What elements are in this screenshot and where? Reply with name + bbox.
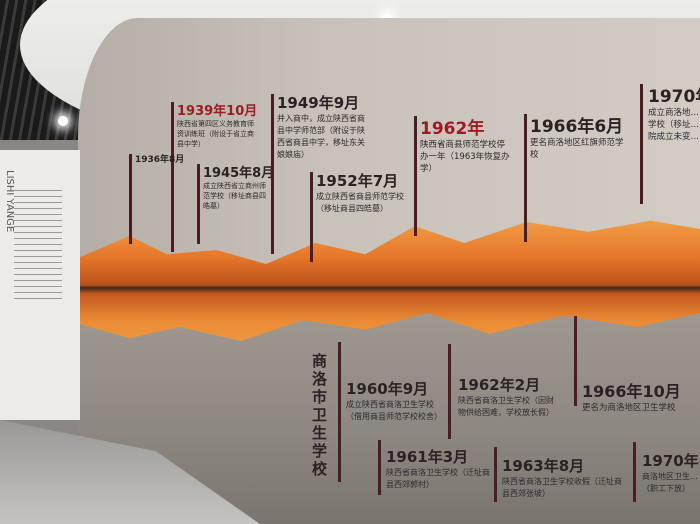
timeline-bar xyxy=(338,342,341,482)
timeline-entry: 1970年 成立商洛地…学校（移址…院成立未变… xyxy=(648,82,700,143)
school-title: 商洛市卫生学校 xyxy=(312,352,328,478)
entry-desc: 成立商洛地…学校（移址…院成立未变… xyxy=(648,108,700,142)
entry-year: 1945年8月 xyxy=(203,166,275,181)
timeline-entry: 1945年8月 成立陕西省立商州师范学校（移址商县四皓墓） xyxy=(197,162,275,244)
timeline-entry: 1963年8月 陕西省商洛卫生学校收假（迁址商县西郊张坡） xyxy=(494,447,622,502)
entry-desc: 陕西省第四区义务教育师资训练班（附设于省立商县中学） xyxy=(177,120,254,148)
timeline-entry: 1962年 陕西省商县师范学校停办一年（1963年恢复办学） xyxy=(414,114,512,236)
entry-desc: 商洛地区卫生…（职工下放） xyxy=(642,472,698,493)
timeline-bar xyxy=(640,84,643,204)
entry-year: 1936年8月 xyxy=(135,155,185,165)
entry-year: 1962年 xyxy=(420,119,485,139)
side-panel-title: LISHI YANGE xyxy=(4,170,15,233)
entry-desc: 成立陕西省商洛卫生学校（借用商县师范学校校舍） xyxy=(346,400,442,421)
entry-year: 1966年6月 xyxy=(530,117,624,137)
timeline-entry: 1966年10月 更名为商洛地区卫生学校 xyxy=(574,316,700,414)
entry-year: 1961年3月 xyxy=(386,448,469,466)
entry-year: 1962年2月 xyxy=(458,376,541,394)
entry-desc: 更名商洛地区红旗师范学校 xyxy=(530,138,624,160)
entry-desc: 陕西省商洛卫生学校（因财物供给困难，学校放长假） xyxy=(458,396,554,417)
entry-desc: 陕西省商县师范学校停办一年（1963年恢复办学） xyxy=(420,140,510,174)
timeline-entry: 1936年8月 xyxy=(129,152,185,244)
entry-desc: 成立陕西省商县师范学校（移址商县四皓墓） xyxy=(316,192,404,213)
entry-desc: 陕西省商洛卫生学校（迁址商县西郊郭村） xyxy=(386,468,490,489)
timeline-bar xyxy=(633,442,636,502)
timeline-entry: 1952年7月 成立陕西省商县师范学校（移址商县四皓墓） xyxy=(310,170,408,262)
side-panel: LISHI YANGE xyxy=(0,150,80,420)
entry-desc: 陕西省商洛卫生学校收假（迁址商县西郊张坡） xyxy=(502,477,622,498)
entry-desc: 并入商中，成立陕西省商县中学师范部（附设于陕西省商县中学，移址东关娘娘庙） xyxy=(277,114,365,159)
entry-year: 1960年9月 xyxy=(346,380,429,398)
timeline-entry: 1962年2月 陕西省商洛卫生学校（因财物供给困难，学校放长假） xyxy=(448,344,558,439)
entry-year: 1966年10月 xyxy=(582,382,681,401)
entry-desc: 更名为商洛地区卫生学校 xyxy=(582,403,676,413)
entry-year: 1939年10月 xyxy=(177,104,258,119)
entry-year: 1963年8月 xyxy=(502,457,585,475)
entry-year: 1970年 xyxy=(648,87,700,107)
timeline-entry: 1939年10月 陕西省第四区义务教育师资训练班（附设于省立商县中学） xyxy=(171,100,258,252)
timeline-entry: 1961年3月 陕西省商洛卫生学校（迁址商县西郊郭村） xyxy=(378,440,496,495)
entry-year: 1952年7月 xyxy=(316,172,399,190)
entry-desc: 成立陕西省立商州师范学校（移址商县四皓墓） xyxy=(203,182,266,210)
timeline-entry: 1949年9月 并入商中，成立陕西省商县中学师范部（附设于陕西省商县中学，移址东… xyxy=(271,92,369,254)
side-panel-text xyxy=(14,190,62,300)
ceiling-light xyxy=(58,116,68,126)
entry-year: 1970年 xyxy=(642,452,699,470)
entry-year: 1949年9月 xyxy=(277,94,360,112)
timeline-entry: 1960年9月 成立陕西省商洛卫生学校（借用商县师范学校校舍） xyxy=(346,378,442,423)
timeline-entry: 1966年6月 更名商洛地区红旗师范学校 xyxy=(524,112,630,242)
timeline-entry: 1970年 商洛地区卫生…（职工下放） xyxy=(642,450,700,495)
